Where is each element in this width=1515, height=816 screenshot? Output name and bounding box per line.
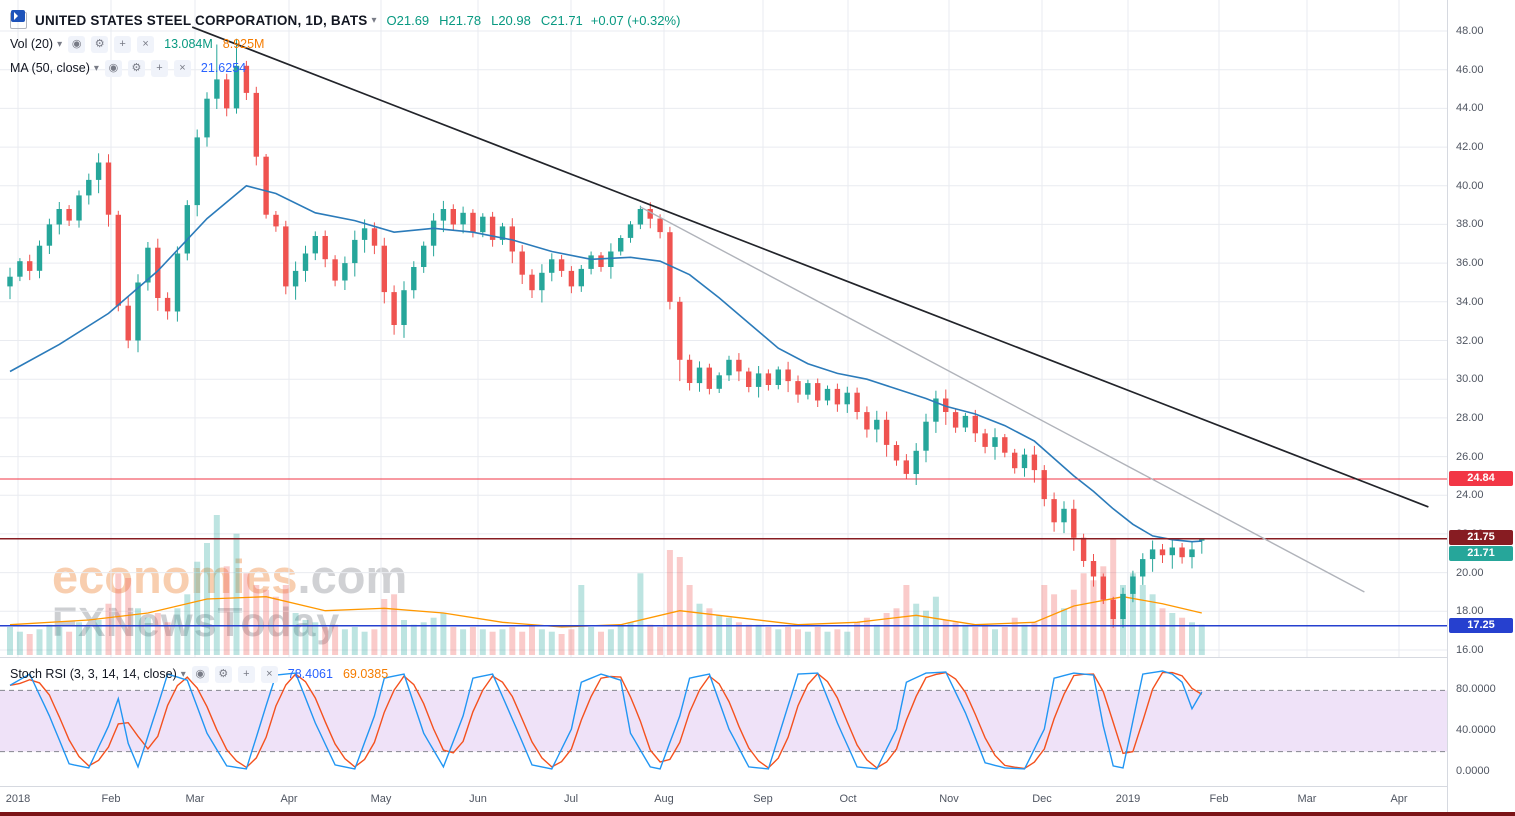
price-tag: 21.75: [1449, 530, 1513, 545]
price-tick: 20.00: [1456, 567, 1484, 579]
ohlc-open: O21.69: [386, 12, 430, 28]
time-tick: Mar: [1297, 793, 1317, 805]
price-tick: 28.00: [1456, 412, 1484, 424]
gear-icon[interactable]: ⚙: [214, 665, 232, 683]
price-tick: 32.00: [1456, 335, 1484, 347]
time-tick: Dec: [1032, 793, 1052, 805]
main-chart-pane[interactable]: economies.com FXNewsToday − UNITED STATE…: [0, 0, 1447, 657]
price-tick: 46.00: [1456, 64, 1484, 76]
price-tick: 48.00: [1456, 25, 1484, 37]
time-tick: 2018: [5, 793, 31, 805]
price-tick: 38.00: [1456, 218, 1484, 230]
price-tick: 18.00: [1456, 605, 1484, 617]
stoch-rsi-canvas[interactable]: [0, 658, 1447, 786]
close-icon[interactable]: ×: [260, 665, 278, 683]
ma-indicator-row: MA (50, close) ▾ ◉ ⚙ + × 21.6254: [10, 56, 680, 80]
symbol-title[interactable]: UNITED STATES STEEL CORPORATION, 1D, BAT…: [35, 12, 368, 28]
stoch-k-value: 78.4061: [287, 667, 333, 681]
stoch-indicator-row: Stoch RSI (3, 3, 14, 14, close) ▾ ◉ ⚙ + …: [10, 662, 388, 686]
chevron-down-icon[interactable]: ▾: [180, 668, 186, 680]
stoch-indicator-label[interactable]: Stoch RSI (3, 3, 14, 14, close): [10, 667, 177, 681]
chevron-down-icon[interactable]: ▾: [57, 38, 63, 50]
stoch-tick: 0.0000: [1456, 765, 1490, 777]
price-tag: 17.25: [1449, 618, 1513, 633]
price-tick: 42.00: [1456, 141, 1484, 153]
time-tick: Oct: [839, 793, 857, 805]
close-icon[interactable]: ×: [173, 59, 191, 77]
price-tag: 21.71: [1449, 546, 1513, 561]
chevron-down-icon[interactable]: ▾: [93, 62, 99, 74]
stoch-tick: 40.0000: [1456, 724, 1496, 736]
time-tick: Apr: [280, 793, 298, 805]
symbol-logo-icon: [11, 10, 25, 22]
time-tick: Nov: [939, 793, 959, 805]
gear-icon[interactable]: ⚙: [91, 35, 109, 53]
gear-icon[interactable]: ⚙: [127, 59, 145, 77]
price-change: +0.07 (+0.32%): [590, 12, 681, 28]
ohlc-low: L20.98: [491, 12, 531, 28]
price-tick: 16.00: [1456, 644, 1484, 656]
price-axis[interactable]: 48.00 46.00 44.00 42.00 40.00 38.00 36.00 34.00…: [1447, 0, 1515, 812]
price-tick: 26.00: [1456, 451, 1484, 463]
eye-icon[interactable]: ◉: [104, 59, 122, 77]
volume-indicator-label[interactable]: Vol (20): [10, 37, 54, 51]
price-tick: 44.00: [1456, 102, 1484, 114]
time-tick: Jun: [469, 793, 487, 805]
time-tick: Feb: [101, 793, 121, 805]
stoch-rsi-pane[interactable]: Stoch RSI (3, 3, 14, 14, close) ▾ ◉ ⚙ + …: [0, 657, 1447, 786]
time-tick: Feb: [1209, 793, 1229, 805]
price-tick: 24.00: [1456, 489, 1484, 501]
time-tick: Mar: [185, 793, 205, 805]
volume-ma-value: 8.925M: [222, 37, 265, 51]
plus-icon[interactable]: +: [150, 59, 168, 77]
symbol-row: − UNITED STATES STEEL CORPORATION, 1D, B…: [10, 8, 680, 32]
stoch-tick: 80.0000: [1456, 683, 1496, 695]
time-tick: Sep: [753, 793, 773, 805]
stoch-d-value: 69.0385: [342, 667, 389, 681]
ma-indicator-label[interactable]: MA (50, close): [10, 61, 90, 75]
close-icon[interactable]: ×: [137, 35, 155, 53]
plus-icon[interactable]: +: [237, 665, 255, 683]
plus-icon[interactable]: +: [114, 35, 132, 53]
bottom-strip: [0, 812, 1515, 816]
volume-value: 13.084M: [164, 37, 213, 51]
ma-value: 21.6254: [200, 61, 247, 75]
chevron-down-icon[interactable]: ▾: [371, 14, 377, 26]
time-tick: May: [370, 793, 392, 805]
volume-indicator-row: Vol (20) ▾ ◉ ⚙ + × 13.084M 8.925M: [10, 32, 680, 56]
price-tag: 24.84: [1449, 471, 1513, 486]
time-tick: Apr: [1390, 793, 1408, 805]
time-axis[interactable]: 2018 Feb Mar Apr May Jun Jul Aug Sep Oct Nov Dec 201…: [0, 786, 1447, 812]
price-tick: 34.00: [1456, 296, 1484, 308]
legend: − UNITED STATES STEEL CORPORATION, 1D, B…: [10, 8, 680, 80]
time-tick: Jul: [563, 793, 579, 805]
eye-icon[interactable]: ◉: [68, 35, 86, 53]
price-chart-canvas[interactable]: [0, 0, 1447, 657]
price-tick: 40.00: [1456, 180, 1484, 192]
price-tick: 36.00: [1456, 257, 1484, 269]
time-tick: 2019: [1115, 793, 1141, 805]
ohlc-high: H21.78: [439, 12, 482, 28]
ohlc-close: C21.71: [540, 12, 583, 28]
time-tick: Aug: [654, 793, 674, 805]
price-tick: 30.00: [1456, 373, 1484, 385]
eye-icon[interactable]: ◉: [191, 665, 209, 683]
